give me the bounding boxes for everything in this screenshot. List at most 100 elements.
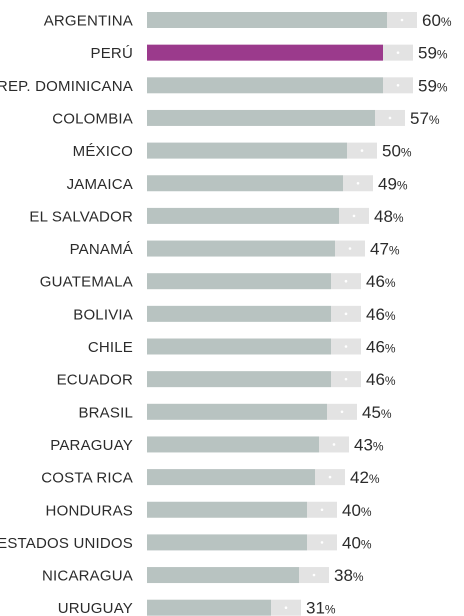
bar: [147, 599, 271, 616]
bar-row: BOLIVIA 46%: [73, 305, 396, 324]
bar-row: PARAGUAY 43%: [50, 435, 384, 454]
bar-highlight: [147, 44, 383, 61]
value-number: 59: [418, 76, 437, 95]
value-label: 46%: [366, 305, 396, 324]
value-number: 38: [334, 566, 353, 585]
value-label: 43%: [354, 435, 384, 454]
bar-row: BRASIL 45%: [78, 403, 391, 422]
value-label: 38%: [334, 566, 364, 585]
category-label: GUATEMALA: [40, 274, 133, 291]
margin-dot: [396, 51, 400, 54]
value-label: 50%: [382, 142, 412, 161]
category-label: ECUADOR: [57, 372, 133, 389]
bar: [147, 207, 339, 224]
value-label: 31%: [306, 599, 336, 616]
category-label: MÉXICO: [73, 143, 133, 160]
value-label: 57%: [410, 109, 440, 128]
margin-dot: [332, 443, 336, 446]
value-label: 47%: [370, 240, 400, 259]
value-number: 43: [354, 435, 373, 454]
category-label: EL SALVADOR: [29, 208, 133, 225]
value-unit: %: [385, 374, 396, 388]
margin-dot: [340, 410, 344, 414]
bar: [147, 436, 319, 453]
value-unit: %: [381, 407, 392, 421]
category-label: NICARAGUA: [42, 568, 133, 585]
bar: [147, 142, 347, 159]
value-label: 46%: [366, 338, 396, 357]
category-label: ESTADOS UNIDOS: [0, 535, 133, 552]
margin-dot: [328, 475, 332, 479]
value-number: 40: [342, 501, 361, 520]
bar: [147, 534, 307, 551]
value-unit: %: [385, 342, 396, 356]
bar-row: REP. DOMINICANA 59%: [0, 76, 448, 95]
bar: [147, 305, 331, 322]
bar: [147, 77, 383, 94]
margin-dot: [352, 214, 356, 218]
value-unit: %: [397, 178, 408, 192]
value-unit: %: [389, 244, 400, 258]
category-label: ARGENTINA: [44, 13, 133, 30]
category-label: REP. DOMINICANA: [0, 78, 133, 95]
value-number: 31: [306, 599, 325, 616]
value-number: 46: [366, 272, 385, 291]
margin-dot: [400, 18, 404, 22]
bar-rows: ARGENTINA 60% PERÚ 59% REP. DOMINICANA 59% COL…: [0, 11, 452, 616]
bar: [147, 338, 331, 355]
bar: [147, 240, 335, 257]
bar: [147, 12, 387, 28]
bar-row: COSTA RICA 42%: [41, 468, 380, 487]
category-label: CHILE: [88, 339, 133, 356]
category-label: URUGUAY: [58, 600, 133, 616]
margin-dot: [396, 84, 400, 87]
margin-dot: [344, 345, 348, 348]
margin-dot: [344, 312, 348, 316]
value-unit: %: [401, 146, 412, 160]
value-unit: %: [361, 505, 372, 519]
value-label: 42%: [350, 468, 380, 487]
margin-dot: [320, 508, 324, 512]
bar-row: NICARAGUA 38%: [42, 566, 364, 585]
value-number: 47: [370, 240, 389, 259]
value-label: 46%: [366, 272, 396, 291]
value-label: 59%: [418, 44, 448, 63]
category-label: BRASIL: [78, 404, 133, 421]
margin-dot: [348, 247, 352, 250]
bar: [147, 567, 299, 584]
category-label: COSTA RICA: [41, 470, 133, 487]
value-label: 59%: [418, 76, 448, 95]
value-number: 60: [422, 11, 441, 30]
value-label: 46%: [366, 370, 396, 389]
margin-dot: [320, 541, 324, 544]
bar-row: ECUADOR 46%: [57, 370, 396, 389]
value-number: 46: [366, 370, 385, 389]
margin-dot: [356, 181, 360, 185]
value-unit: %: [353, 570, 364, 584]
margin-dot: [360, 149, 364, 152]
margin-dot: [284, 606, 288, 609]
bar: [147, 273, 331, 290]
margin-dot: [344, 279, 348, 283]
bar-row: URUGUAY 31%: [58, 599, 336, 616]
value-unit: %: [437, 80, 448, 94]
value-number: 40: [342, 533, 361, 552]
bar: [147, 175, 343, 192]
value-number: 46: [366, 338, 385, 357]
value-number: 57: [410, 109, 429, 128]
category-label: JAMAICA: [67, 176, 133, 193]
bar-row: PERÚ 59%: [91, 44, 448, 63]
bar-row: EL SALVADOR 48%: [29, 207, 404, 226]
category-label: HONDURAS: [46, 502, 133, 519]
value-number: 49: [378, 174, 397, 193]
value-label: 45%: [362, 403, 392, 422]
value-unit: %: [393, 211, 404, 225]
value-unit: %: [429, 113, 440, 127]
bar: [147, 469, 315, 486]
value-unit: %: [373, 439, 384, 453]
value-number: 42: [350, 468, 369, 487]
category-label: COLOMBIA: [52, 110, 133, 127]
value-number: 45: [362, 403, 381, 422]
bar-row: JAMAICA 49%: [67, 174, 408, 193]
